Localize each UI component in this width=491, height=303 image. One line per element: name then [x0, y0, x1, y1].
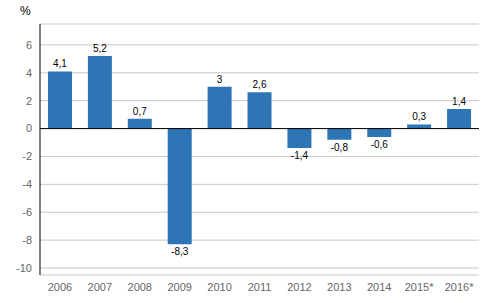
- svg-text:5,2: 5,2: [93, 43, 107, 54]
- svg-text:0,3: 0,3: [412, 111, 426, 122]
- svg-text:2015*: 2015*: [405, 281, 434, 293]
- svg-text:3: 3: [217, 74, 223, 85]
- svg-text:-6: -6: [22, 206, 32, 218]
- svg-text:2007: 2007: [88, 281, 112, 293]
- svg-text:2010: 2010: [207, 281, 231, 293]
- svg-text:2009: 2009: [167, 281, 191, 293]
- svg-text:2011: 2011: [248, 281, 272, 293]
- svg-text:4,1: 4,1: [53, 58, 67, 69]
- svg-text:-10: -10: [16, 262, 32, 274]
- svg-text:6: 6: [26, 39, 32, 51]
- svg-text:1,4: 1,4: [452, 96, 466, 107]
- svg-text:-4: -4: [22, 178, 32, 190]
- svg-text:-8,3: -8,3: [171, 246, 189, 257]
- svg-text:2: 2: [26, 95, 32, 107]
- svg-text:0: 0: [26, 122, 32, 134]
- svg-text:2008: 2008: [128, 281, 152, 293]
- svg-text:-0,6: -0,6: [371, 139, 389, 150]
- svg-text:2014: 2014: [367, 281, 391, 293]
- svg-text:0,7: 0,7: [133, 106, 147, 117]
- svg-text:-0,8: -0,8: [331, 142, 349, 153]
- svg-text:-2: -2: [22, 150, 32, 162]
- svg-text:2,6: 2,6: [253, 79, 267, 90]
- svg-text:-8: -8: [22, 234, 32, 246]
- svg-text:2016*: 2016*: [445, 281, 474, 293]
- svg-text:4: 4: [26, 67, 32, 79]
- svg-text:2013: 2013: [327, 281, 351, 293]
- svg-text:-1,4: -1,4: [291, 150, 309, 161]
- svg-text:2012: 2012: [287, 281, 311, 293]
- svg-text:2006: 2006: [48, 281, 72, 293]
